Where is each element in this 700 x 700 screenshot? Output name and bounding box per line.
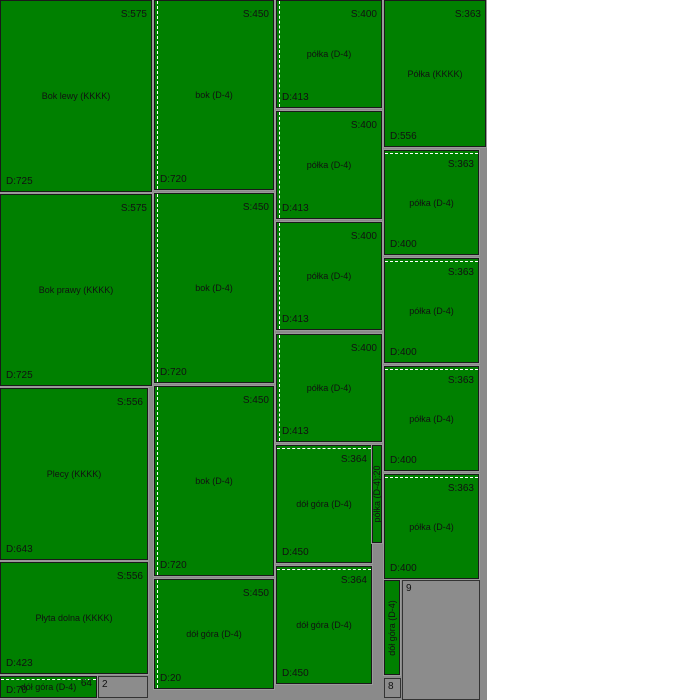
piece-length: D:643 (6, 544, 33, 555)
piece-length: D:400 (390, 239, 417, 250)
piece-length: D:400 (390, 347, 417, 358)
piece-length: D:423 (6, 658, 33, 669)
piece-width: S:400 (350, 343, 377, 354)
piece-label: półka (D-4) (409, 197, 454, 208)
piece-length: D:720 (160, 174, 187, 185)
piece-label: dół góra (D-4) (186, 629, 242, 639)
piece: półka (D-4) S:400 D:413 (276, 222, 382, 330)
piece-width: S:450 (242, 9, 269, 20)
piece-length: D:20 (160, 673, 182, 684)
piece: dół góra (D-4) 64 D:70 (0, 676, 97, 698)
piece-label: półka (D-4) (306, 383, 352, 393)
piece-label: bok (D-4) (195, 283, 233, 293)
piece-label: bok (D-4) (195, 90, 233, 100)
piece: dół góra (D-4) (384, 580, 400, 675)
piece: dół góra (D-4) S:364 D:450 (276, 445, 372, 563)
piece-label: Bok lewy (KKKK) (41, 91, 111, 101)
piece-length: D:413 (282, 92, 309, 103)
piece-length: D:400 (390, 563, 417, 574)
piece-label: dół góra (D-4) (296, 499, 352, 509)
piece-width: S:575 (120, 203, 147, 214)
piece: półka (D-4) S:400 D:413 (276, 334, 382, 442)
piece-width: S:363 (454, 9, 481, 20)
piece: Płyta dolna (KKKK) S:556 D:423 (0, 562, 148, 674)
piece-length: D:450 (282, 668, 309, 679)
piece-length: D:413 (282, 426, 309, 437)
piece-label: półka (D-4):20 (372, 465, 382, 523)
piece-length: D:413 (282, 203, 309, 214)
piece-width: S:363 (447, 267, 474, 278)
piece-width: S:450 (242, 588, 269, 599)
board: Bok lewy (KKKK) S:575 D:725 Bok prawy (KKKK… (0, 0, 487, 700)
piece-length: D:556 (390, 131, 417, 142)
piece-label: bok (D-4) (195, 476, 233, 486)
piece-width: 64 (80, 678, 92, 689)
piece: dół góra (D-4) S:364 D:450 (276, 566, 372, 684)
offcut: 9 (402, 580, 480, 700)
piece: bok (D-4) S:450 D:720 (154, 0, 274, 190)
piece-label: Płyta dolna (KKKK) (35, 613, 113, 623)
piece-length: D:70 (6, 685, 28, 696)
piece: półka (D-4) S:363 D:400 (384, 258, 479, 363)
piece: bok (D-4) S:450 D:720 (154, 193, 274, 383)
piece-width: S:364 (340, 454, 367, 465)
piece-length: D:450 (282, 547, 309, 558)
piece-length: D:400 (390, 455, 417, 466)
piece-label: Bok prawy (KKKK) (38, 285, 114, 295)
piece-label: półka (D-4) (409, 305, 454, 316)
offcut: 8 (384, 678, 401, 698)
piece: półka (D-4):20 (372, 445, 382, 543)
piece: półka (D-4) S:363 D:400 (384, 474, 479, 579)
piece-label: półka (D-4) (306, 271, 352, 281)
piece-width: S:400 (350, 231, 377, 242)
piece: Półka (KKKK) S:363 D:556 (384, 0, 486, 147)
piece-width: S:450 (242, 395, 269, 406)
piece: półka (D-4) S:363 D:400 (384, 366, 479, 471)
piece-width: S:400 (350, 120, 377, 131)
piece-label: dół góra (D-4) (296, 620, 352, 630)
piece-width: S:556 (116, 397, 143, 408)
piece: półka (D-4) S:400 D:413 (276, 0, 382, 108)
piece: Bok prawy (KKKK) S:575 D:725 (0, 194, 152, 386)
piece-label: półka (D-4) (306, 160, 352, 170)
piece-label: półka (D-4) (409, 413, 454, 424)
piece-label: dół góra (D-4) (387, 599, 397, 656)
piece: Bok lewy (KKKK) S:575 D:725 (0, 0, 152, 192)
piece-label: dół góra (D-4) (20, 682, 77, 692)
piece-width: S:575 (120, 9, 147, 20)
offcut: 2 (98, 676, 148, 698)
piece-length: D:720 (160, 560, 187, 571)
piece-width: S:363 (447, 375, 474, 386)
piece-label: Plecy (KKKK) (46, 469, 102, 479)
piece-label: półka (D-4) (409, 521, 454, 532)
piece-width: S:400 (350, 9, 377, 20)
piece-length: D:725 (6, 370, 33, 381)
piece-width: S:363 (447, 483, 474, 494)
piece: półka (D-4) S:363 D:400 (384, 150, 479, 255)
piece: półka (D-4) S:400 D:413 (276, 111, 382, 219)
piece-length: D:413 (282, 314, 309, 325)
piece-width: S:450 (242, 202, 269, 213)
piece-width: S:364 (340, 575, 367, 586)
piece: Plecy (KKKK) S:556 D:643 (0, 388, 148, 560)
piece-length: D:720 (160, 367, 187, 378)
piece: dół góra (D-4) S:450 D:20 (154, 579, 274, 689)
piece-length: D:725 (6, 176, 33, 187)
piece: bok (D-4) S:450 D:720 (154, 386, 274, 576)
piece-label: Półka (KKKK) (407, 68, 463, 79)
piece-width: S:556 (116, 571, 143, 582)
piece-width: S:363 (447, 159, 474, 170)
piece-label: półka (D-4) (306, 49, 352, 59)
